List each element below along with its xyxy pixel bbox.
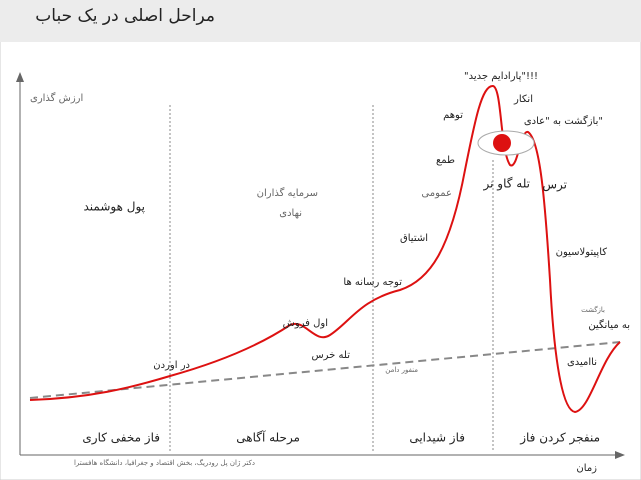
- x-arrow: [615, 451, 625, 459]
- logo-mark: [493, 134, 511, 152]
- group: نهادی: [279, 208, 302, 219]
- phase: فاز شیدایی: [409, 431, 465, 446]
- phase: فاز مخفی کاری: [82, 431, 160, 446]
- phase: منفجر کردن فاز: [519, 431, 600, 446]
- x-label: زمان: [576, 463, 597, 474]
- y-arrow: [16, 72, 24, 82]
- y-label: ارزش گذاری: [30, 92, 83, 104]
- bubble-curve: [29, 85, 621, 414]
- header-bar: [0, 0, 641, 42]
- credit: دکتر ژان پل رودریگ، بخش اقتصاد و جغرافیا…: [74, 458, 255, 467]
- annotation: انکار: [513, 94, 533, 105]
- trend-line: [29, 341, 621, 399]
- annotation: تله گاو نر: [483, 177, 531, 192]
- group: عمومی: [421, 188, 452, 199]
- annotation: اشتیاق: [400, 233, 428, 244]
- annotation: ترس: [542, 178, 567, 193]
- annotation: توهم: [443, 110, 463, 121]
- group: سرمایه گذاران: [257, 187, 318, 199]
- annotation: "پارادایم جدید"!!!: [464, 71, 538, 82]
- annotation: منفور دامن: [385, 366, 418, 374]
- annotation: توجه رسانه ها: [343, 277, 402, 288]
- annotation: اول فروش: [283, 318, 328, 329]
- annotation: طمع: [436, 155, 455, 166]
- annotation: بازگشت به "عادی": [524, 115, 603, 127]
- annotation: کاپیتولاسیون: [556, 247, 608, 258]
- annotation: به میانگین: [588, 319, 630, 331]
- phase-dividers: [169, 105, 494, 452]
- annotation: بازگشت: [581, 305, 605, 314]
- annotation: در اوردن: [153, 360, 190, 371]
- annotation: ناامیدی: [567, 357, 597, 368]
- phase: مرحله آگاهی: [236, 430, 300, 446]
- group: پول هوشمند: [83, 200, 145, 215]
- title: مراحل اصلی در یک حباب: [35, 6, 215, 26]
- annotation: تله خرس: [311, 350, 350, 361]
